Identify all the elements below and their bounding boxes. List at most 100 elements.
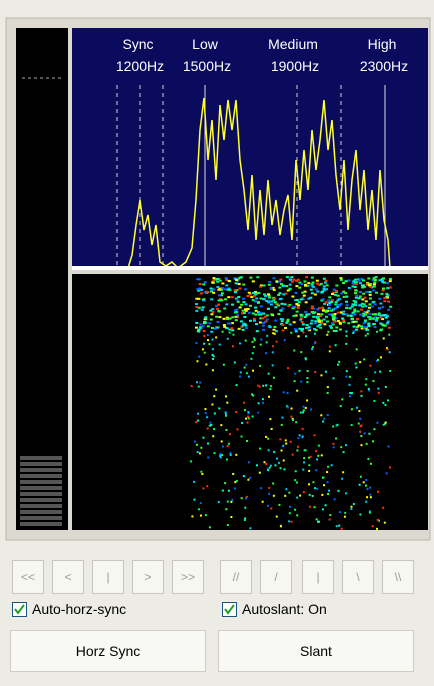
pixel [289,284,292,286]
pixel [299,319,302,321]
pixel [259,286,262,288]
pixel [204,322,207,324]
pixel [252,341,254,343]
pixel [333,317,336,319]
button[interactable]: Horz Sync [10,630,206,672]
pixel [275,280,278,282]
pixel [348,287,351,289]
pixel [253,320,256,322]
pixel [367,488,369,490]
pixel [325,310,328,312]
pixel [361,444,363,446]
button[interactable]: << [12,560,44,594]
pixel [283,391,285,393]
pixel [294,380,296,382]
pixel [234,291,237,293]
pixel [386,315,389,317]
pixel [255,323,258,325]
pixel [373,428,375,430]
pixel [369,313,372,315]
pixel [262,313,265,315]
pixel [355,297,358,299]
pixel [372,525,374,527]
pixel [218,294,221,296]
button[interactable]: | [302,560,334,594]
pixel [306,324,309,326]
pixel [204,316,207,318]
pixel [199,452,201,454]
pixel [352,312,355,314]
pixel [229,332,231,334]
pixel [285,439,287,441]
pixel [212,369,214,371]
pixel [242,323,245,325]
pixel [245,497,247,499]
pixel [362,313,365,315]
pixel [389,287,392,289]
pixel [297,446,299,448]
button[interactable]: < [52,560,84,594]
button[interactable]: > [132,560,164,594]
pixel [260,487,262,489]
pixel [369,298,372,300]
button[interactable]: / [260,560,292,594]
pixel [318,321,321,323]
pixel [270,465,272,467]
pixel [297,304,300,306]
pixel [322,288,325,290]
pixel [267,293,270,295]
pixel [367,458,369,460]
pixel [267,505,269,507]
check-box [222,602,237,617]
pixel [342,471,344,473]
pixel [268,493,270,495]
pixel [328,313,331,315]
button[interactable]: >> [172,560,204,594]
pixel [351,424,353,426]
checkbox-label: Autoslant: On [242,601,327,617]
pixel [223,364,225,366]
pixel [273,289,276,291]
pixel [344,280,347,282]
check-box [12,602,27,617]
pixel [262,385,264,387]
pixel [386,294,389,296]
pixel [199,283,202,285]
pixel [242,310,245,312]
pixel [317,455,319,457]
checkbox[interactable]: Autoslant: On [222,601,327,617]
pixel [210,319,213,321]
pixel [282,285,285,287]
button[interactable]: | [92,560,124,594]
pixel [199,382,201,384]
pixel [345,307,348,309]
checkbox[interactable]: Auto-horz-sync [12,601,126,617]
pixel [308,470,310,472]
pixel [358,297,361,299]
pixel [305,276,308,278]
pixel [375,320,378,322]
button[interactable]: Slant [218,630,414,672]
pixel [197,330,200,332]
pixel [300,330,303,332]
button[interactable]: // [220,560,252,594]
button[interactable]: \\ [382,560,414,594]
pixel [221,454,223,456]
pixel [222,445,224,447]
button[interactable]: \ [342,560,374,594]
pixel [323,418,325,420]
pixel [307,298,310,300]
pixel [252,370,254,372]
pixel [272,364,274,366]
pixel [359,291,362,293]
pixel [273,326,276,328]
pixel [350,315,353,317]
pixel [242,284,245,286]
pixel [383,314,386,316]
pixel [364,326,367,328]
pixel [342,313,345,315]
pixel [332,308,335,310]
pixel [367,277,370,279]
pixel [202,437,204,439]
pixel [274,320,277,322]
